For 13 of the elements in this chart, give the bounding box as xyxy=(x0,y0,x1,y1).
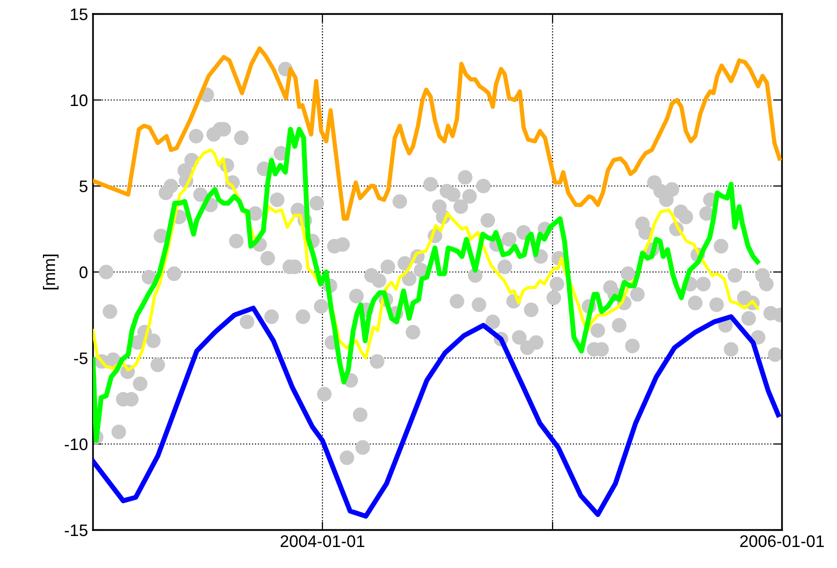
x-tick-label: 2004-01-01 xyxy=(280,535,364,548)
line-series xyxy=(93,126,760,443)
x-tick-label: 2006-01-01 xyxy=(740,535,824,548)
line-series xyxy=(93,306,781,519)
y-axis-title: [mm] xyxy=(42,254,58,290)
y-tick-label: 10 xyxy=(70,94,88,106)
y-tick-label: -10 xyxy=(64,438,88,450)
y-tick-label: 0 xyxy=(80,266,88,278)
line-series xyxy=(93,46,782,221)
y-tick-label: -5 xyxy=(74,352,88,364)
y-tick-label: 15 xyxy=(70,8,88,20)
y-tick-label: -15 xyxy=(64,524,88,536)
y-tick-label: 5 xyxy=(80,180,88,192)
